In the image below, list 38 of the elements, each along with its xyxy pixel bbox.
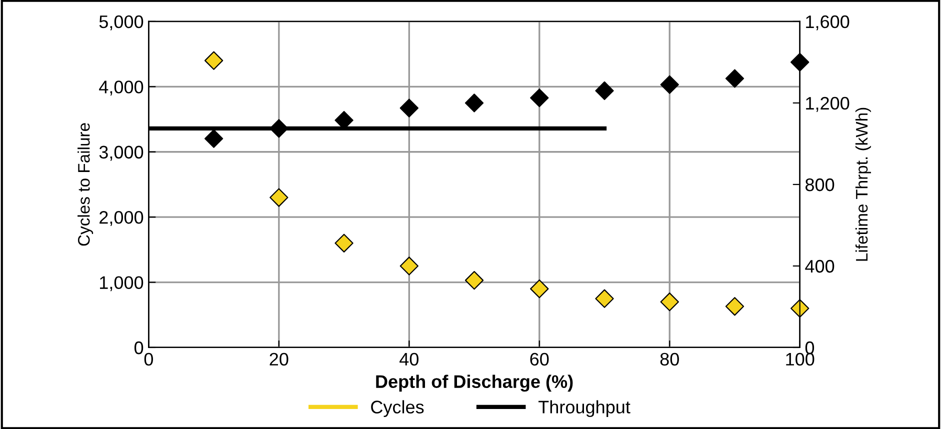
point (270, 188, 288, 207)
y2-axis-title: Lifetime Thrpt. (kWh) (855, 108, 871, 261)
x-axis-title: Depth of Discharge (%) (376, 374, 573, 392)
legend-label: Cycles (371, 400, 424, 418)
point (530, 279, 549, 298)
y-tick-label: 1,000 (100, 276, 144, 292)
y2-tick-label: 400 (805, 260, 834, 273)
y2-tick-label: 800 (805, 178, 834, 192)
point (725, 297, 744, 316)
point (464, 270, 484, 290)
y2-tick-label: 1,200 (806, 96, 850, 112)
y2-tick-label: 1,600 (806, 15, 850, 30)
point (790, 52, 810, 72)
point (400, 256, 418, 276)
point (595, 289, 614, 308)
point (464, 94, 484, 112)
x-tick-label: 60 (530, 352, 549, 366)
x-tick-label: 20 (270, 352, 288, 366)
x-tick-label: 0 (144, 352, 153, 366)
y-tick-label: 4,000 (99, 80, 144, 96)
point (530, 88, 549, 108)
y-tick-label: 0 (134, 341, 144, 354)
point (725, 69, 744, 88)
point (660, 292, 679, 312)
point (400, 98, 418, 118)
point (204, 129, 224, 148)
x-tick-label: 100 (786, 352, 814, 366)
point (334, 234, 354, 252)
x-tick-label: 40 (400, 352, 418, 366)
point (204, 51, 224, 70)
y-tick-label: 5,000 (99, 15, 144, 30)
legend-label: Throughput (538, 400, 630, 418)
point (595, 81, 614, 100)
y-axis-title: Cycles to Failure (78, 123, 94, 246)
x-tick-label: 80 (660, 352, 679, 366)
y-tick-label: 2,000 (100, 211, 144, 226)
y-tick-label: 3,000 (99, 146, 144, 161)
point (660, 75, 679, 94)
